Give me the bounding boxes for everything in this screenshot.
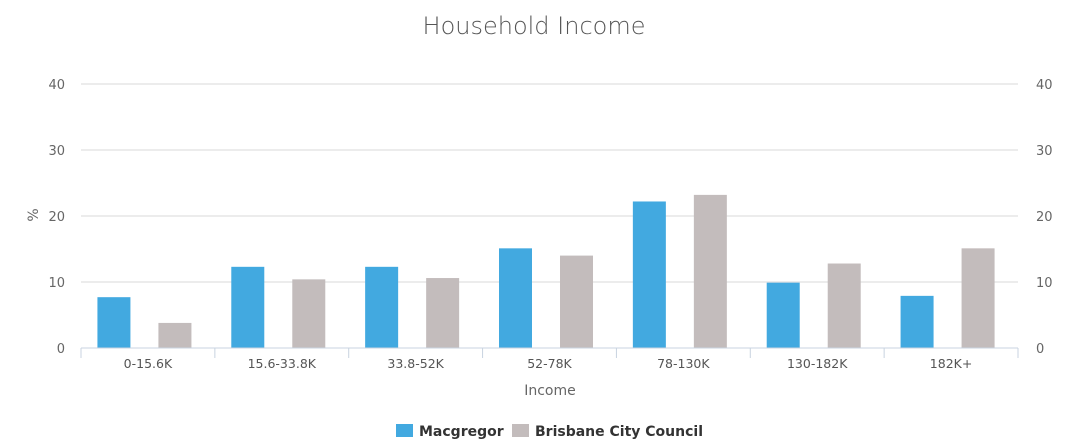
bar-series-2 <box>158 322 192 348</box>
bar-series-2 <box>292 279 326 348</box>
bar-series-2 <box>693 194 727 348</box>
legend: Macgregor Brisbane City Council <box>396 424 703 440</box>
bar-series-2 <box>560 255 593 348</box>
y-axis-title: % <box>26 208 42 221</box>
y-axis-left: 0 10 20 30 40 <box>48 78 65 357</box>
x-axis-title: Income <box>524 383 576 399</box>
bar-series-1 <box>231 266 265 348</box>
bar-series-1 <box>766 282 800 348</box>
y-tick-label-right: 20 <box>1036 210 1053 225</box>
bars <box>97 194 995 348</box>
bar-series-1 <box>97 297 131 348</box>
legend-swatch <box>396 424 413 437</box>
x-tick-label: 52-78K <box>527 356 572 371</box>
bar-series-1 <box>499 248 532 348</box>
bar-series-1 <box>365 266 399 348</box>
y-tick-label-right: 10 <box>1036 276 1053 291</box>
bar-series-1 <box>900 295 934 348</box>
bar-series-2 <box>426 278 460 348</box>
x-tick-label: 15.6-33.8K <box>248 356 317 371</box>
x-tick-label: 33.8-52K <box>387 356 444 371</box>
y-tick-label-left: 0 <box>57 342 65 357</box>
chart-title: Household Income <box>423 12 646 40</box>
x-tick-label: 0-15.6K <box>124 356 173 371</box>
y-tick-label-left: 20 <box>48 210 65 225</box>
y-tick-label-left: 40 <box>48 78 65 93</box>
x-axis: 0-15.6K 15.6-33.8K 33.8-52K 52-78K 78-130K 13… <box>80 347 1019 371</box>
gridlines <box>81 83 1018 283</box>
y-axis-right: 0 10 20 30 40 <box>1036 78 1053 357</box>
x-tick-label: 130-182K <box>787 356 848 371</box>
y-tick-label-left: 10 <box>48 276 65 291</box>
x-tick-label: 78-130K <box>657 356 710 371</box>
y-tick-label-right: 30 <box>1036 144 1053 159</box>
bar-series-1 <box>632 201 666 348</box>
x-tick-label: 182K+ <box>930 356 973 371</box>
legend-swatch <box>512 424 529 437</box>
y-tick-label-right: 0 <box>1036 342 1044 357</box>
y-tick-label-right: 40 <box>1036 78 1053 93</box>
bar-series-2 <box>961 248 995 348</box>
legend-label: Brisbane City Council <box>535 424 703 440</box>
bar-series-2 <box>827 263 861 348</box>
legend-label: Macgregor <box>419 424 504 440</box>
y-tick-label-left: 30 <box>48 144 65 159</box>
